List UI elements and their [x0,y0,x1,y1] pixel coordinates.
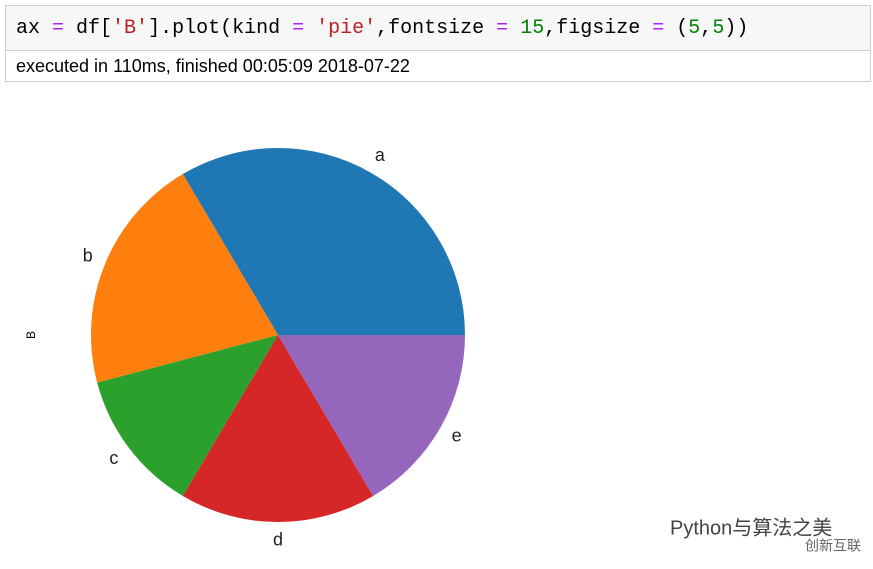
code [508,17,520,40]
pie-slice [97,335,279,496]
code: 15 [520,17,545,40]
slice-label: d [273,529,283,549]
y-axis-label: B [24,331,38,339]
slice-label: c [109,448,118,468]
code: ,figsize [544,17,653,40]
code: ,fontsize [376,17,497,40]
pie-slice [90,174,279,383]
code: 'pie' [316,17,377,40]
code: , [700,17,713,40]
chart: B Python与算法之美 创新互联 a b c d e [24,145,861,554]
code: = [496,17,509,40]
code: 5 [712,17,725,40]
pie-slice [182,148,465,335]
pie-slice [182,335,374,522]
code: 'B' [112,17,149,40]
code: ( [664,17,689,40]
slice-label: b [83,246,93,266]
pie-slice [278,335,465,496]
watermark-logo: 创新互联 [805,538,861,554]
code: )) [724,17,749,40]
slice-label: e [452,426,462,446]
code: = [40,17,77,40]
code: ].plot(kind [148,17,293,40]
code: 5 [688,17,701,40]
execution-status: executed in 110ms, finished 00:05:09 201… [5,51,871,82]
code: df[ [76,17,113,40]
slice-label: a [375,145,386,165]
code: ax [16,17,41,40]
code: = [292,17,305,40]
code [304,17,316,40]
code: = [652,17,665,40]
code-cell[interactable]: ax = df['B'].plot(kind = 'pie',fontsize … [5,5,871,51]
watermark: Python与算法之美 [670,516,832,539]
